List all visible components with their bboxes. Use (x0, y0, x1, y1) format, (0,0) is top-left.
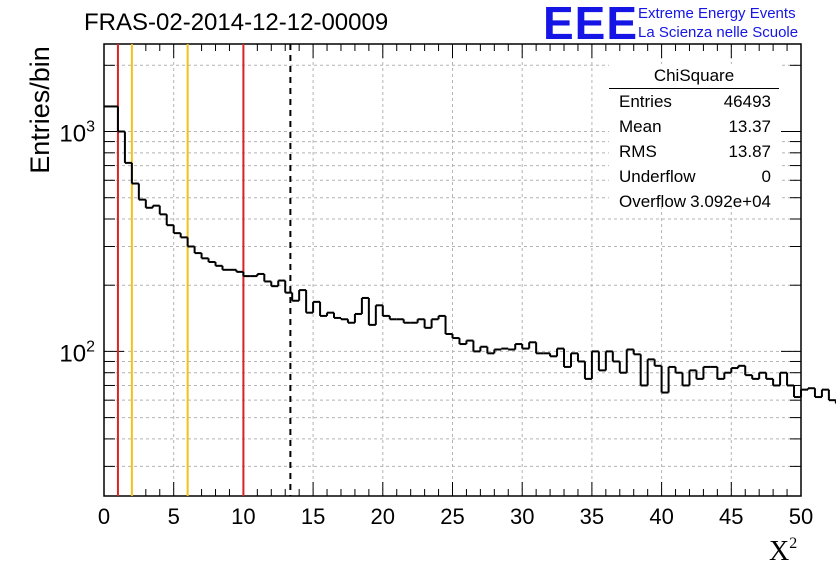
histogram-series (104, 105, 836, 405)
logo-caption: Extreme Energy Events La Scienza nelle S… (638, 4, 798, 42)
eee-logo: EEE (543, 0, 639, 49)
x-tick-label: 5 (168, 504, 180, 529)
stats-row: Entries 46493 (609, 89, 779, 114)
stats-value: 3.092e+04 (690, 192, 771, 211)
x-tick-labels: 0 5 10 15 20 25 30 35 40 45 50 (98, 504, 813, 529)
stats-label: RMS (619, 142, 657, 161)
stats-value: 0 (761, 167, 771, 186)
stats-box: ChiSquare Entries 46493 Mean 13.37 RMS 13.8… (609, 64, 779, 211)
chart-title: FRAS-02-2014-12-12-00009 (84, 9, 389, 36)
x-axis-label: X2 (769, 535, 797, 568)
x-tick-label: 20 (371, 504, 395, 529)
stats-label: Entries (619, 92, 672, 111)
stats-label: Underflow (619, 167, 696, 186)
logo-line-1: Extreme Energy Events (638, 5, 796, 22)
grid (104, 44, 801, 496)
x-axis-label-base: X (769, 536, 790, 567)
x-tick-label: 45 (719, 504, 743, 529)
stats-value: 13.37 (728, 117, 771, 136)
y-axis-label: Entries/bin (25, 46, 55, 174)
x-tick-label: 30 (510, 504, 534, 529)
x-tick-label: 15 (301, 504, 325, 529)
x-tick-label: 50 (789, 504, 813, 529)
stats-row: Underflow 0 (609, 164, 779, 189)
stats-value: 46493 (723, 92, 771, 111)
x-tick-label: 35 (580, 504, 604, 529)
stats-row: RMS 13.87 (609, 139, 779, 164)
y-tick-label: 102 (59, 338, 95, 367)
axis-ticks (103, 44, 802, 496)
stats-value: 13.87 (728, 142, 771, 161)
x-tick-label: 25 (440, 504, 464, 529)
x-axis-label-exponent: 2 (789, 535, 798, 552)
x-tick-label: 10 (231, 504, 255, 529)
stats-row: Overflow 3.092e+04 (609, 189, 779, 214)
stats-title: ChiSquare (609, 64, 779, 89)
stats-row: Mean 13.37 (609, 114, 779, 139)
x-tick-label: 40 (649, 504, 673, 529)
x-tick-label: 0 (98, 504, 110, 529)
y-tick-label: 103 (59, 119, 95, 148)
y-tick-labels: 102 103 (59, 119, 95, 368)
logo-line-2: La Scienza nelle Scuole (638, 24, 799, 41)
stats-label: Overflow (619, 192, 687, 211)
stats-label: Mean (619, 117, 662, 136)
reference-lines (116, 44, 292, 496)
